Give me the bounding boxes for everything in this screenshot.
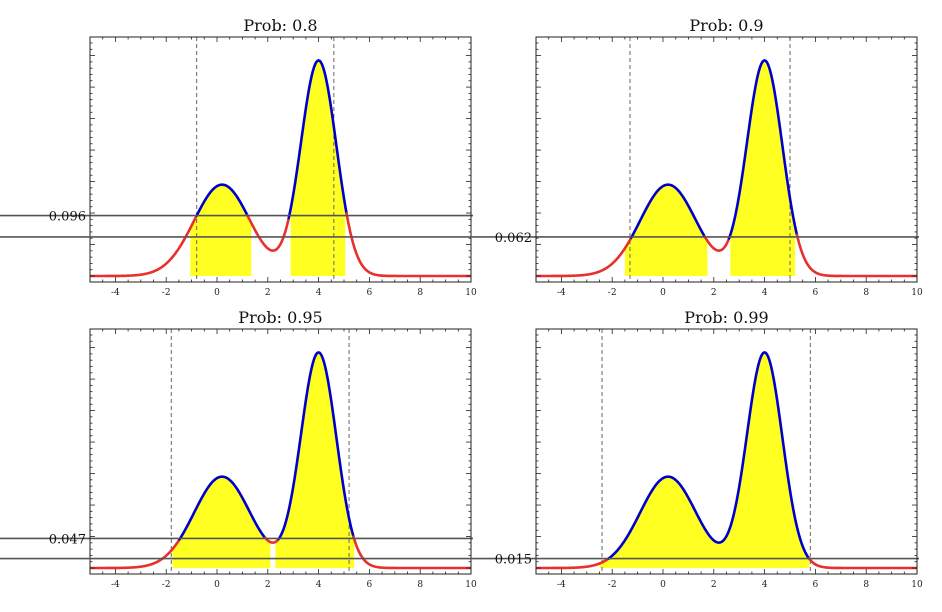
axis-ticks	[89, 37, 472, 282]
threshold-label: 0.096	[49, 210, 86, 225]
curve-segment-2	[607, 351, 811, 560]
curve-segment-1	[90, 214, 198, 278]
x-tick-label: 0	[660, 580, 666, 590]
x-tick-label: 4	[762, 580, 768, 590]
x-tick-label: 4	[316, 580, 322, 590]
x-tick-label: 0	[214, 288, 220, 298]
axis-ticks	[535, 329, 918, 574]
shaded-interval-1	[599, 352, 810, 568]
curve-segment-3	[263, 536, 280, 544]
x-tick-label: 6	[367, 288, 373, 298]
axis-ticks	[535, 37, 918, 282]
density-curve	[90, 59, 471, 278]
shaded-interval-2	[275, 352, 355, 568]
x-tick-label: -2	[162, 288, 171, 298]
shaded-interval-1	[190, 184, 252, 276]
shaded-interval-2	[730, 60, 796, 277]
x-tick-label: -4	[557, 288, 566, 298]
shaded-interval-2	[290, 60, 346, 277]
x-tick-label: 10	[911, 580, 923, 590]
curve-segment-2	[195, 183, 249, 217]
curve-segment-5	[345, 212, 471, 278]
x-tick-label: 10	[465, 288, 477, 298]
x-tick-label: 6	[813, 288, 819, 298]
x-tick-label: 0	[660, 288, 666, 298]
density-curve	[536, 59, 917, 278]
curve-segment-5	[352, 535, 471, 570]
panel-prob-0.99: 0.015 -4 -2 0 2 4 6 8 10 Prob: 0.99	[0, 308, 923, 590]
x-tick-label: 8	[863, 580, 869, 590]
panel-title: Prob: 0.9	[689, 16, 763, 35]
shaded-interval-1	[172, 476, 271, 568]
x-tick-label: 10	[465, 580, 477, 590]
panel-title: Prob: 0.99	[684, 308, 768, 327]
x-tick-label: 4	[762, 288, 768, 298]
shaded-interval-1	[624, 184, 708, 276]
x-tick-label: -2	[162, 580, 171, 590]
x-tick-label: 0	[214, 580, 220, 590]
curve-segment-4	[277, 351, 355, 541]
x-tick-label: 8	[863, 288, 869, 298]
x-tick-label: -2	[608, 288, 617, 298]
threshold-label: 0.015	[495, 553, 532, 568]
x-tick-label: -4	[111, 288, 120, 298]
x-tick-label: -2	[608, 580, 617, 590]
x-tick-label: -4	[557, 580, 566, 590]
curve-segment-4	[727, 59, 799, 240]
x-tick-label: -4	[111, 580, 120, 590]
x-tick-label: 2	[265, 288, 271, 298]
curve-segment-3	[703, 235, 731, 252]
x-tick-label: 4	[316, 288, 322, 298]
curve-segment-2	[178, 475, 267, 541]
x-tick-label: 2	[265, 580, 271, 590]
panel-title: Prob: 0.8	[243, 16, 317, 35]
panel-prob-0.95: 0.047 -4 -2 0 2 4 6 8 10 Prob: 0.95	[0, 308, 477, 590]
x-tick-label: 8	[417, 580, 423, 590]
curve-segment-2	[629, 183, 707, 239]
curve-segment-1	[536, 236, 633, 278]
axis-ticks	[89, 329, 472, 574]
curve-segment-1	[90, 538, 181, 570]
curve-segment-4	[287, 59, 348, 220]
x-tick-label: 10	[911, 288, 923, 298]
curve-segment-3	[807, 557, 917, 570]
threshold-label: 0.047	[49, 532, 86, 547]
panel-title: Prob: 0.95	[238, 308, 322, 327]
threshold-label: 0.062	[495, 231, 532, 246]
x-tick-label: 6	[367, 580, 373, 590]
x-tick-label: 6	[813, 580, 819, 590]
x-tick-label: 2	[711, 580, 717, 590]
curve-segment-1	[536, 557, 610, 570]
x-tick-label: 2	[711, 288, 717, 298]
curve-segment-3	[246, 214, 291, 252]
panel-prob-0.9: 0.062 -4 -2 0 2 4 6 8 10 Prob: 0.9	[0, 16, 923, 298]
panel-prob-0.8: 0.096 -4 -2 0 2 4 6 8 10 Prob: 0.8	[0, 16, 477, 298]
x-tick-label: 8	[417, 288, 423, 298]
density-curve	[536, 351, 917, 570]
curve-segment-5	[795, 233, 917, 278]
density-curve	[90, 351, 471, 570]
